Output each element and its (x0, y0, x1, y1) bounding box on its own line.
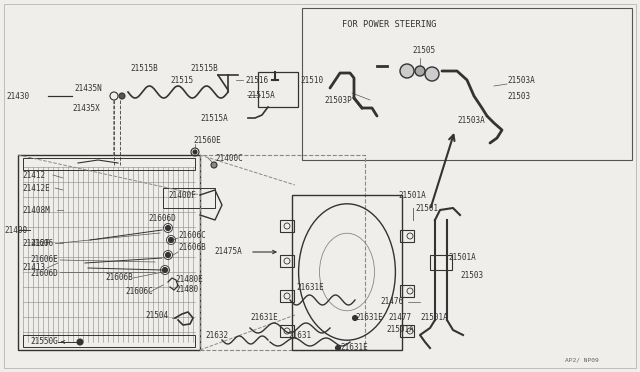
Text: 21400C: 21400C (215, 154, 243, 163)
Bar (302, 8, 632, 160)
Text: AP2/ NP09: AP2/ NP09 (565, 357, 599, 362)
Circle shape (415, 66, 425, 76)
Text: 21501A: 21501A (386, 326, 413, 334)
Text: 21408M: 21408M (22, 205, 50, 215)
Text: 21503A: 21503A (457, 115, 484, 125)
Text: 21503: 21503 (460, 270, 483, 279)
Text: 21606E: 21606E (30, 256, 58, 264)
Circle shape (163, 267, 168, 273)
Bar (258, 72, 298, 107)
Circle shape (193, 150, 197, 154)
Text: 21515A: 21515A (200, 113, 228, 122)
Text: 21606D: 21606D (148, 214, 176, 222)
Bar (400, 325, 414, 337)
Text: 21606B: 21606B (105, 273, 132, 282)
Circle shape (77, 339, 83, 345)
Bar (280, 220, 294, 232)
Text: 21503: 21503 (507, 92, 530, 100)
Circle shape (166, 253, 170, 257)
Text: 21501A: 21501A (420, 314, 448, 323)
Text: 21606C: 21606C (125, 288, 153, 296)
Text: 21515A: 21515A (247, 90, 275, 99)
Text: 21631E: 21631E (340, 343, 368, 353)
Circle shape (119, 93, 125, 99)
Bar (18, 155, 200, 350)
Text: 21480: 21480 (175, 285, 198, 295)
Bar (430, 255, 452, 270)
Text: 21560E: 21560E (193, 135, 221, 144)
Text: 21430: 21430 (6, 92, 29, 100)
Text: 21631E: 21631E (355, 314, 383, 323)
Text: 21515B: 21515B (190, 64, 218, 73)
Text: 21505: 21505 (412, 45, 435, 55)
Bar (280, 290, 294, 302)
Circle shape (211, 162, 217, 168)
Text: 21631E: 21631E (296, 283, 324, 292)
Text: FOR POWER STEERING: FOR POWER STEERING (342, 19, 436, 29)
Circle shape (425, 67, 439, 81)
Text: 21435X: 21435X (72, 103, 100, 112)
Bar (280, 325, 294, 337)
Bar (292, 195, 402, 350)
Text: 21631E: 21631E (250, 314, 278, 323)
Text: 21475A: 21475A (214, 247, 242, 257)
Text: 21515B: 21515B (130, 64, 157, 73)
Text: 21412E: 21412E (22, 183, 50, 192)
Text: 21606C: 21606C (178, 231, 205, 240)
Text: 21632: 21632 (205, 331, 228, 340)
Circle shape (353, 315, 358, 321)
Bar (23, 158, 195, 170)
Text: 21606: 21606 (30, 238, 53, 247)
Bar (163, 188, 215, 208)
Text: 21631: 21631 (288, 331, 311, 340)
Circle shape (400, 64, 414, 78)
Text: 21400F: 21400F (168, 190, 196, 199)
Text: 21400: 21400 (4, 225, 27, 234)
Text: 21476: 21476 (380, 298, 403, 307)
Text: 21550G: 21550G (30, 337, 58, 346)
Circle shape (166, 225, 170, 231)
Text: 21515: 21515 (170, 76, 193, 84)
Text: 21480E: 21480E (175, 276, 203, 285)
Text: 21501A: 21501A (448, 253, 476, 263)
Bar (200, 155, 365, 350)
Text: 21510: 21510 (300, 76, 323, 84)
Text: 21501A: 21501A (398, 190, 426, 199)
Text: 21413: 21413 (22, 263, 45, 273)
Bar (400, 285, 414, 297)
Text: 21503A: 21503A (507, 76, 535, 84)
Bar (280, 255, 294, 267)
Bar (400, 230, 414, 242)
Text: 21477: 21477 (388, 314, 411, 323)
Text: 21501: 21501 (415, 203, 438, 212)
Bar (23, 335, 195, 347)
Text: 21516: 21516 (245, 76, 268, 84)
Text: 21412: 21412 (22, 170, 45, 180)
Text: 21504: 21504 (145, 311, 168, 321)
Text: 21606B: 21606B (178, 244, 205, 253)
Text: 21412F: 21412F (22, 238, 50, 247)
Text: 21503P: 21503P (324, 96, 352, 105)
Text: 21606D: 21606D (30, 269, 58, 278)
Circle shape (335, 346, 340, 350)
Text: 21435N: 21435N (74, 83, 102, 93)
Circle shape (168, 237, 173, 243)
